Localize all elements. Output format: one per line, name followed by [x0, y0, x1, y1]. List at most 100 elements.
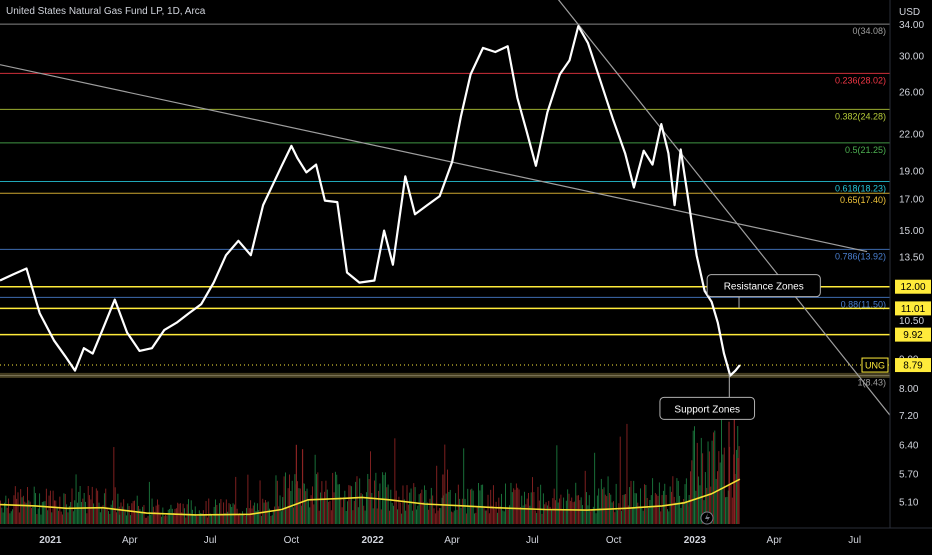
volume-bar — [29, 501, 31, 524]
volume-bar — [449, 489, 451, 524]
volume-bar — [202, 510, 204, 524]
volume-bar — [627, 505, 629, 524]
volume-bar — [151, 498, 153, 524]
volume-bar — [99, 512, 101, 524]
volume-bar — [482, 484, 484, 524]
volume-bar — [502, 510, 504, 524]
volume-bar — [484, 510, 486, 524]
volume-bar — [28, 500, 30, 524]
volume-bar — [200, 513, 202, 524]
volume-bar — [142, 506, 144, 524]
volume-bar — [513, 488, 515, 524]
volume-bar — [351, 486, 353, 524]
volume-bar — [286, 508, 288, 524]
volume-bar — [734, 473, 736, 524]
volume-bar — [537, 486, 539, 524]
volume-bar — [398, 496, 400, 524]
volume-bar — [106, 508, 108, 524]
volume-bar — [613, 501, 614, 524]
volume-bar — [733, 414, 735, 524]
volume-bar — [401, 513, 403, 524]
ticker-tag-label: UNG — [865, 361, 885, 371]
y-tick-label: 13.50 — [899, 253, 924, 264]
volume-bar — [291, 480, 293, 524]
volume-bar — [717, 471, 718, 524]
lightning-icon — [700, 511, 714, 525]
volume-bar — [152, 506, 154, 524]
price-series — [0, 25, 741, 377]
x-tick-label: Oct — [606, 535, 622, 546]
volume-bar — [410, 488, 412, 524]
volume-bar — [645, 485, 647, 524]
volume-bar — [144, 517, 146, 524]
volume-bar — [447, 469, 448, 524]
volume-bar — [258, 510, 260, 524]
volume-bar — [93, 503, 95, 524]
volume-bar — [121, 506, 123, 524]
volume-ma-line — [0, 478, 741, 516]
volume-bar — [123, 499, 125, 524]
volume-bar — [197, 516, 199, 524]
volume-bar — [37, 508, 39, 524]
volume-bar — [452, 512, 454, 524]
volume-bar — [90, 499, 92, 524]
volume-bar — [212, 516, 214, 524]
volume-bar — [571, 497, 573, 524]
volume-bar — [395, 490, 397, 524]
volume-bar — [434, 513, 436, 524]
volume-bar — [211, 515, 212, 524]
trendline — [557, 0, 890, 416]
volume-bar — [376, 508, 378, 524]
volume-bar — [206, 517, 208, 524]
volume-bar — [269, 508, 270, 524]
volume-bar — [51, 512, 53, 524]
volume-bar — [533, 492, 535, 524]
volume-bar — [227, 511, 229, 524]
volume-bar — [224, 513, 226, 524]
volume-bar — [584, 470, 586, 524]
volume-bar — [524, 491, 525, 524]
volume-bar — [594, 452, 596, 524]
volume-bar — [465, 513, 467, 524]
volume-bar — [409, 492, 411, 524]
volume-bar — [313, 504, 315, 524]
volume-bar — [587, 505, 589, 524]
volume-bar — [146, 517, 148, 524]
volume-bar — [2, 512, 4, 524]
volume-bar — [430, 487, 432, 524]
y-tick-label: 22.00 — [899, 130, 924, 141]
volume-bar — [606, 496, 608, 524]
volume-bar — [708, 451, 710, 524]
volume-bar — [181, 512, 183, 524]
volume-bar — [555, 500, 556, 524]
volume-bar — [478, 482, 480, 524]
volume-bar — [534, 510, 536, 524]
volume-bar — [113, 447, 115, 524]
volume-bar — [120, 502, 122, 524]
callout-box — [706, 274, 821, 298]
volume-bar — [221, 514, 223, 524]
volume-bar — [334, 471, 336, 524]
volume-bar — [326, 489, 328, 524]
volume-bar — [445, 493, 447, 524]
volume-bar — [545, 502, 547, 524]
volume-bar — [289, 474, 290, 524]
volume-bar — [495, 501, 497, 524]
volume-bar — [456, 509, 458, 524]
volume-bar — [228, 503, 230, 524]
volume-bar — [13, 495, 15, 524]
volume-bar — [31, 507, 32, 524]
x-tick-label: Apr — [444, 535, 460, 546]
volume-bar — [32, 506, 34, 524]
volume-bar — [658, 482, 660, 524]
volume-bar — [108, 511, 109, 524]
volume-bar — [631, 508, 633, 524]
volume-bar — [572, 502, 574, 524]
volume-bar — [236, 508, 238, 524]
volume-bar — [114, 487, 116, 524]
volume-bar — [519, 506, 521, 524]
volume-bar — [242, 511, 243, 524]
current-price-tag-label: 8.79 — [903, 361, 923, 372]
volume-bar — [595, 513, 597, 524]
